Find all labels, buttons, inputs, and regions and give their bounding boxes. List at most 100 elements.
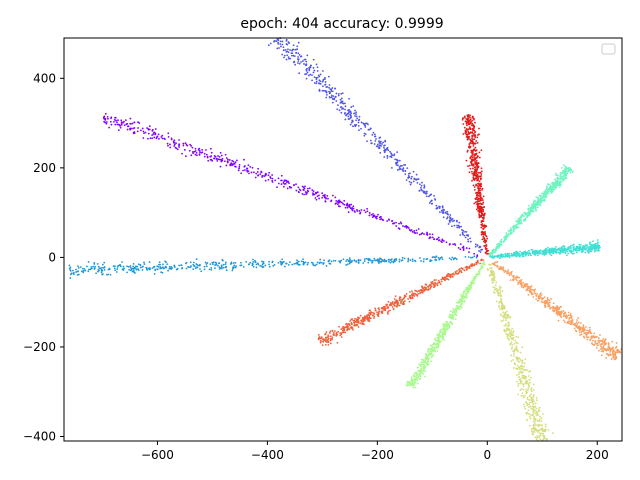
data-point xyxy=(203,265,206,268)
data-point xyxy=(554,250,557,253)
data-point xyxy=(101,273,104,276)
data-point xyxy=(434,198,437,201)
data-point xyxy=(523,362,526,365)
data-point xyxy=(211,159,214,162)
data-point xyxy=(477,176,479,179)
data-point xyxy=(337,94,340,97)
data-point xyxy=(280,45,282,48)
data-point xyxy=(304,261,307,264)
data-point xyxy=(569,167,572,170)
data-point xyxy=(478,133,480,136)
data-point xyxy=(583,336,586,339)
data-point xyxy=(483,226,486,229)
data-point xyxy=(534,402,537,405)
data-point xyxy=(574,329,577,332)
data-point xyxy=(496,255,499,258)
data-point xyxy=(203,268,206,271)
data-point xyxy=(372,259,374,262)
data-point xyxy=(315,76,318,79)
data-point xyxy=(554,172,557,175)
data-point xyxy=(333,97,336,100)
data-point xyxy=(83,268,86,270)
data-point xyxy=(424,357,427,360)
data-point xyxy=(328,90,330,93)
data-point xyxy=(480,258,483,261)
data-point xyxy=(310,64,312,67)
data-point xyxy=(565,173,567,176)
data-point xyxy=(164,138,166,141)
data-point xyxy=(614,353,617,355)
data-point xyxy=(436,238,439,240)
data-point xyxy=(394,295,397,298)
data-point xyxy=(608,353,611,356)
data-point xyxy=(532,410,535,412)
series-3 xyxy=(68,255,478,279)
data-point xyxy=(491,272,493,275)
data-point xyxy=(563,312,566,315)
data-point xyxy=(344,331,347,334)
data-point xyxy=(530,203,533,206)
data-point xyxy=(72,271,75,274)
data-point xyxy=(543,300,546,303)
data-point xyxy=(324,81,327,83)
data-point xyxy=(579,322,582,325)
data-point xyxy=(474,134,477,137)
data-point xyxy=(346,263,349,266)
data-point xyxy=(467,238,469,241)
data-point xyxy=(287,56,290,59)
data-point xyxy=(521,346,524,349)
data-point xyxy=(105,122,108,125)
data-point xyxy=(387,310,390,313)
data-point xyxy=(490,266,493,269)
data-point xyxy=(184,142,187,145)
data-point xyxy=(521,371,524,373)
data-point xyxy=(131,270,134,273)
data-point xyxy=(484,240,487,243)
data-point xyxy=(348,328,351,331)
data-point xyxy=(505,330,508,332)
data-point xyxy=(148,261,151,263)
data-point xyxy=(119,126,122,129)
data-point xyxy=(429,350,431,353)
data-point xyxy=(383,258,386,261)
data-point xyxy=(577,317,580,319)
data-point xyxy=(326,336,329,339)
data-point xyxy=(185,267,188,270)
data-point xyxy=(510,354,513,357)
data-point xyxy=(469,237,471,240)
data-point xyxy=(474,243,477,246)
data-point xyxy=(322,85,324,88)
data-point xyxy=(378,142,381,144)
data-point xyxy=(587,331,590,334)
data-point xyxy=(510,348,513,350)
data-point xyxy=(383,144,386,147)
data-point xyxy=(349,326,352,329)
data-point xyxy=(421,291,424,294)
data-point xyxy=(291,49,293,52)
data-point xyxy=(293,183,295,186)
data-point xyxy=(517,373,520,375)
data-point xyxy=(393,154,395,157)
data-point xyxy=(167,136,170,138)
data-point xyxy=(510,270,513,273)
data-point xyxy=(392,222,395,225)
data-point xyxy=(160,136,163,138)
data-point xyxy=(529,291,532,294)
data-point xyxy=(340,336,343,338)
data-point xyxy=(295,262,298,265)
data-point xyxy=(291,52,294,55)
data-point xyxy=(330,90,333,93)
data-point xyxy=(282,46,285,49)
data-point xyxy=(344,118,347,121)
data-point xyxy=(448,216,451,218)
data-point xyxy=(454,313,456,316)
data-point xyxy=(527,254,530,257)
data-point xyxy=(422,260,425,263)
data-point xyxy=(348,206,351,208)
data-point xyxy=(536,250,539,253)
data-point xyxy=(508,254,511,257)
data-point xyxy=(481,238,484,241)
data-point xyxy=(523,365,525,368)
data-point xyxy=(404,164,407,166)
data-point xyxy=(529,370,532,372)
